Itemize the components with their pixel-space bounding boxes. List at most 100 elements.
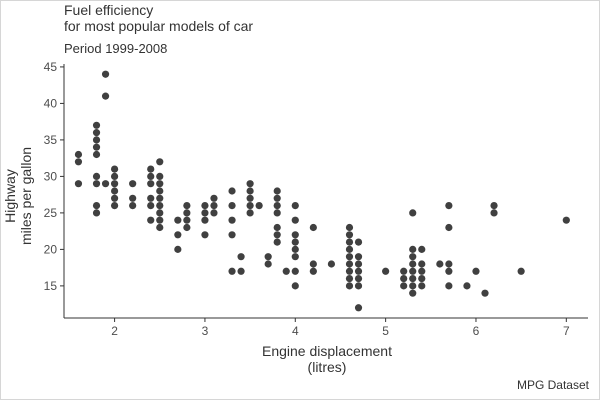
data-point <box>228 267 236 275</box>
y-tick-label: 25 <box>44 206 58 220</box>
data-point <box>463 282 471 290</box>
x-tick-label: 3 <box>202 324 209 338</box>
data-point <box>156 172 164 181</box>
chart-title-line-2: for most popular models of car <box>64 18 254 34</box>
data-point <box>201 216 209 224</box>
data-point <box>345 231 354 239</box>
data-point <box>147 216 155 224</box>
data-point <box>129 201 137 210</box>
data-point <box>110 180 119 188</box>
data-point <box>445 223 453 232</box>
data-point <box>345 238 354 246</box>
chart-title: Fuel efficiency for most popular models … <box>64 2 253 34</box>
data-point <box>147 180 155 188</box>
data-point <box>409 274 417 283</box>
data-point <box>129 194 137 202</box>
data-point <box>237 253 245 261</box>
data-point <box>354 304 363 312</box>
data-point <box>291 216 299 224</box>
data-point <box>92 172 101 181</box>
y-tick-label: 35 <box>44 133 58 147</box>
data-point <box>183 201 191 210</box>
x-tick-label: 7 <box>563 324 570 338</box>
data-point <box>201 231 209 239</box>
data-point <box>246 187 254 195</box>
data-point <box>445 260 453 268</box>
data-point <box>273 238 281 246</box>
x-tick-label: 4 <box>292 324 299 338</box>
data-point <box>92 129 101 137</box>
points-layer <box>74 70 570 312</box>
data-point <box>382 267 390 275</box>
data-point <box>291 231 299 239</box>
data-point <box>101 92 110 100</box>
data-point <box>481 289 489 297</box>
data-point <box>345 282 354 290</box>
data-point <box>92 136 101 144</box>
data-point <box>246 194 254 202</box>
data-point <box>110 172 119 181</box>
data-point <box>354 238 363 246</box>
data-point <box>92 150 101 159</box>
data-point <box>92 180 101 188</box>
data-point <box>291 267 299 275</box>
data-point <box>201 201 209 210</box>
data-point <box>255 201 263 210</box>
data-point <box>345 223 354 232</box>
data-point <box>291 238 299 246</box>
data-point <box>490 201 498 210</box>
chart-subtitle: Period 1999-2008 <box>64 41 168 56</box>
data-point <box>400 282 408 290</box>
data-point <box>418 282 426 290</box>
data-point <box>436 260 444 268</box>
data-point <box>400 274 408 283</box>
data-point <box>273 223 281 232</box>
y-tick-label: 15 <box>44 279 58 293</box>
data-point <box>490 209 498 217</box>
data-point <box>210 194 218 202</box>
data-point <box>354 274 363 283</box>
data-point <box>147 172 155 181</box>
data-point <box>228 216 236 224</box>
data-point <box>409 260 417 268</box>
data-point <box>291 282 299 290</box>
y-axis-label-line-2: miles per gallon <box>18 147 34 245</box>
data-point <box>517 267 525 275</box>
data-point <box>472 267 480 275</box>
data-point <box>354 282 363 290</box>
data-point <box>291 245 299 253</box>
data-point <box>156 180 164 188</box>
data-point <box>273 209 281 217</box>
data-point <box>264 260 272 268</box>
data-point <box>92 143 101 151</box>
data-point <box>74 150 83 159</box>
y-tick-label: 30 <box>44 169 58 183</box>
data-point <box>110 194 119 202</box>
data-point <box>156 158 164 166</box>
x-axis-ticks: 2 3 4 5 6 7 <box>111 318 570 338</box>
data-point <box>445 267 453 275</box>
data-point <box>327 260 336 268</box>
data-point <box>92 201 101 210</box>
data-point <box>562 216 570 224</box>
data-point <box>354 260 363 268</box>
y-tick-label: 45 <box>44 60 58 74</box>
data-point <box>409 209 417 217</box>
data-point <box>74 180 83 188</box>
data-point <box>273 201 281 210</box>
data-point <box>345 274 354 283</box>
data-point <box>210 209 218 217</box>
data-point <box>354 253 363 261</box>
data-point <box>354 267 363 275</box>
x-tick-label: 5 <box>382 324 389 338</box>
data-point <box>445 201 453 210</box>
data-point <box>156 187 164 195</box>
data-point <box>309 267 317 275</box>
data-point <box>110 201 119 210</box>
data-point <box>156 201 164 210</box>
data-point <box>147 201 155 210</box>
data-point <box>156 216 164 224</box>
data-point <box>273 231 281 239</box>
data-point <box>345 253 354 261</box>
